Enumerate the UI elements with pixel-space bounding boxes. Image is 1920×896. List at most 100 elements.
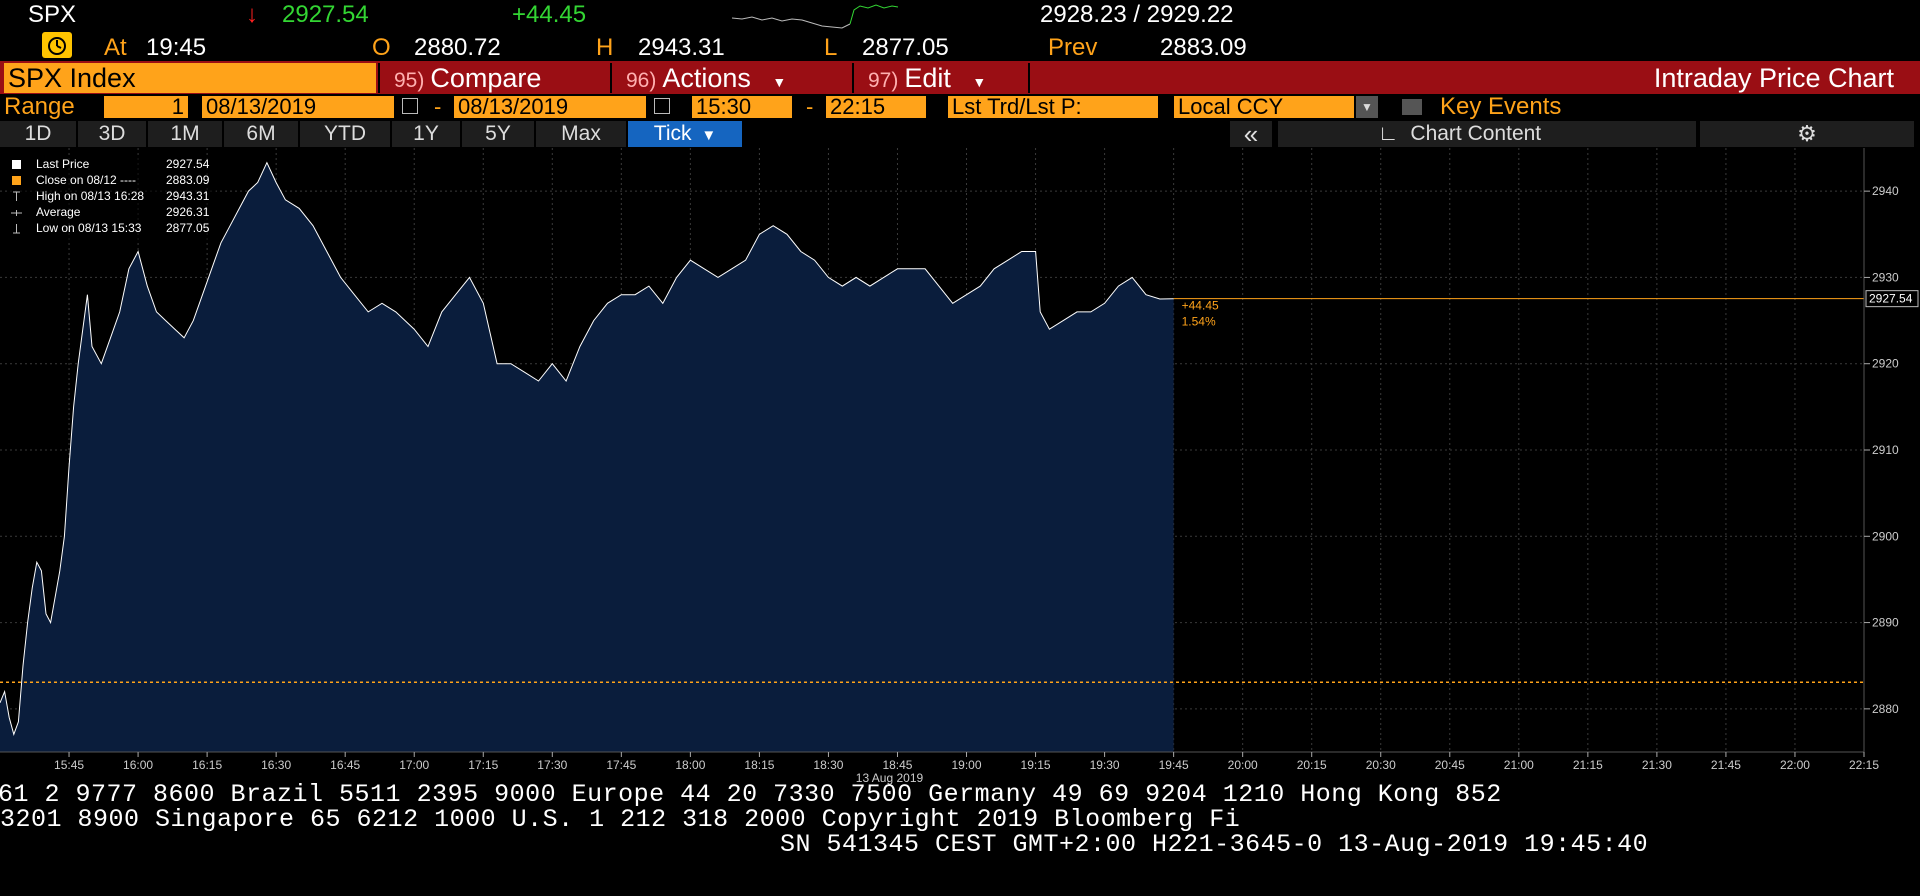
footer-line-3: SN 541345 CEST GMT+2:00 H221-3645-0 13-A… — [780, 830, 1649, 859]
toolbar-divider — [1028, 63, 1030, 93]
compare-number: 95) — [394, 69, 425, 92]
edit-label: Edit — [904, 63, 951, 93]
legend-marker — [12, 160, 21, 169]
net-change: +44.45 — [512, 1, 587, 28]
range-count-field[interactable]: 1 — [104, 96, 188, 118]
price-field-select[interactable]: Lst Trd/Lst P: — [948, 96, 1158, 118]
last-price-tag-label: 2927.54 — [1869, 292, 1913, 306]
period-6m[interactable]: 6M — [224, 121, 300, 147]
chart-content-label: Chart Content — [1410, 122, 1542, 145]
calendar-icon[interactable] — [402, 98, 418, 114]
legend-value: 2877.05 — [166, 221, 210, 235]
chart-legend: Last Price 2927.54 Close on 08/12 ---- 2883… — [8, 156, 216, 240]
x-tick-label: 17:15 — [468, 758, 498, 772]
prev-value: 2883.09 — [1160, 34, 1247, 61]
x-tick-label: 17:30 — [537, 758, 567, 772]
legend-label: Close on 08/12 ---- — [36, 173, 136, 187]
legend-label: High on 08/13 16:28 — [36, 189, 144, 203]
last-price: 2927.54 — [282, 1, 369, 28]
open-label: O — [372, 34, 391, 61]
key-events-checkbox[interactable] — [1402, 99, 1422, 115]
period-1m[interactable]: 1M — [148, 121, 224, 147]
footer-line-1: 61 2 9777 8600 Brazil 5511 2395 9000 Eur… — [0, 780, 1502, 809]
x-tick-label: 18:15 — [744, 758, 774, 772]
change-pct-annotation: 1.54% — [1182, 315, 1216, 329]
end-time-field[interactable]: 22:15 — [826, 96, 926, 118]
gear-icon[interactable]: ⚙ — [1700, 121, 1914, 147]
end-date-field[interactable]: 08/13/2019 — [454, 96, 646, 118]
y-tick-label: 2920 — [1872, 357, 1899, 371]
actions-number: 96) — [626, 69, 657, 92]
x-axis-ticks: 15:45 16:00 16:15 16:30 16:45 17:00 17:15 17:30… — [54, 752, 1879, 772]
x-tick-label: 18:30 — [813, 758, 843, 772]
footer-line-2: 3201 8900 Singapore 65 6212 1000 U.S. 1 … — [0, 805, 1241, 834]
chevron-down-icon: ▼ — [972, 74, 987, 90]
legend-label: Average — [36, 205, 81, 219]
y-tick-label: 2880 — [1872, 702, 1899, 716]
period-max[interactable]: Max — [536, 121, 628, 147]
chart-content-button[interactable]: ∟ Chart Content — [1278, 121, 1696, 147]
legend-marker — [13, 224, 20, 234]
price-line — [0, 161, 1174, 736]
x-tick-label: 22:15 — [1849, 758, 1879, 772]
realtime-icon[interactable] — [42, 32, 72, 58]
sparkline-icon — [731, 4, 899, 29]
time-dash: - — [806, 94, 814, 119]
page-title: Intraday Price Chart — [1653, 63, 1894, 93]
period-ytd[interactable]: YTD — [300, 121, 392, 147]
date-label: 13 Aug 2019 — [856, 771, 924, 785]
open-value: 2880.72 — [414, 34, 501, 61]
legend-value: 2943.31 — [166, 189, 210, 203]
compare-button[interactable]: 95) Compare — [378, 63, 608, 93]
chevron-down-icon[interactable]: ▼ — [1356, 96, 1378, 118]
x-tick-label: 16:45 — [330, 758, 360, 772]
down-arrow-icon: ↓ — [246, 1, 258, 28]
x-tick-label: 20:30 — [1366, 758, 1396, 772]
high-value: 2943.31 — [638, 34, 725, 61]
x-tick-label: 16:15 — [192, 758, 222, 772]
x-tick-label: 16:00 — [123, 758, 153, 772]
y-tick-label: 2890 — [1872, 616, 1899, 630]
security-field[interactable]: SPX Index — [4, 63, 376, 93]
actions-label: Actions — [662, 63, 751, 93]
range-dash: - — [434, 94, 442, 119]
calendar-icon[interactable] — [654, 98, 670, 114]
legend-label: Low on 08/13 15:33 — [36, 221, 142, 235]
period-1d[interactable]: 1D — [0, 121, 78, 147]
prev-label: Prev — [1048, 34, 1098, 61]
collapse-icon[interactable]: « — [1230, 121, 1272, 147]
last-price-tag — [1865, 290, 1919, 308]
at-label: At — [104, 34, 127, 61]
bid-ask: 2928.23 / 2929.22 — [1040, 1, 1234, 28]
legend-label: Last Price — [36, 157, 90, 171]
period-tick[interactable]: Tick ▼ — [628, 121, 744, 147]
y-tick-label: 2940 — [1872, 184, 1899, 198]
legend-marker — [11, 210, 22, 216]
legend-value: 2926.31 — [166, 205, 210, 219]
period-3d[interactable]: 3D — [78, 121, 148, 147]
currency-select[interactable]: Local CCY — [1174, 96, 1354, 118]
last-time: 19:45 — [146, 34, 207, 61]
start-date-field[interactable]: 08/13/2019 — [202, 96, 394, 118]
period-1y[interactable]: 1Y — [392, 121, 462, 147]
x-tick-label: 20:15 — [1297, 758, 1327, 772]
x-tick-label: 19:00 — [952, 758, 982, 772]
actions-button[interactable]: 96) Actions ▼ — [610, 63, 850, 93]
x-tick-label: 19:15 — [1021, 758, 1051, 772]
edit-button[interactable]: 97) Edit ▼ — [852, 63, 1028, 93]
legend-value: 2883.09 — [166, 173, 210, 187]
y-tick-label: 2930 — [1872, 270, 1899, 284]
low-label: L — [824, 34, 838, 61]
compare-label: Compare — [430, 63, 542, 93]
x-tick-label: 19:45 — [1159, 758, 1189, 772]
x-tick-label: 16:30 — [261, 758, 291, 772]
x-tick-label: 20:45 — [1435, 758, 1465, 772]
legend-marker — [13, 191, 20, 201]
x-tick-label: 20:00 — [1228, 758, 1258, 772]
chevron-down-icon: ▼ — [772, 74, 787, 90]
range-label: Range — [4, 93, 75, 120]
period-5y[interactable]: 5Y — [462, 121, 536, 147]
start-time-field[interactable]: 15:30 — [692, 96, 792, 118]
legend-value: 2927.54 — [166, 157, 210, 171]
